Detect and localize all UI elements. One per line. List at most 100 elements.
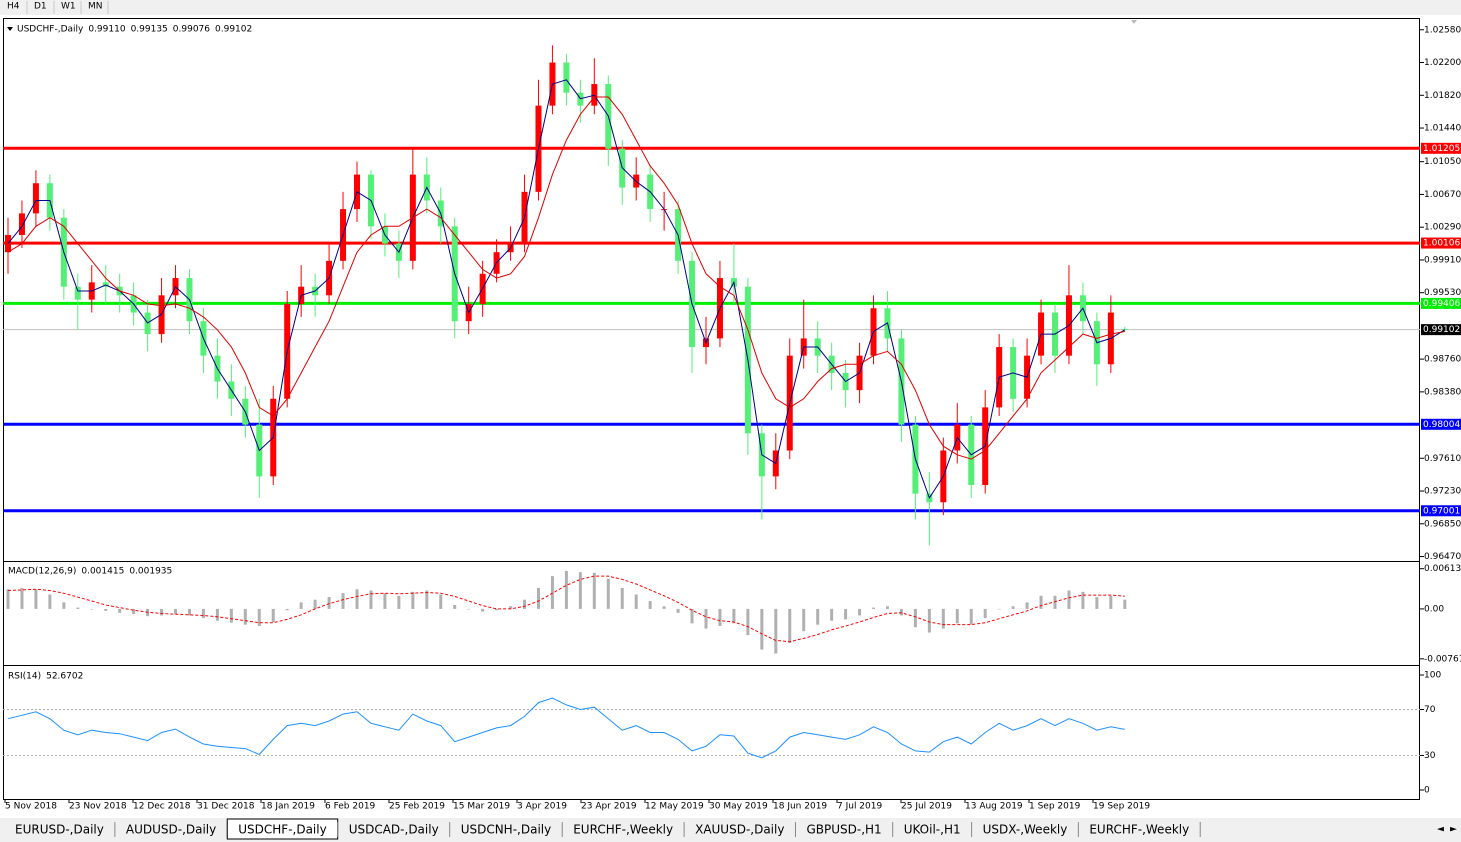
- symbol-tab[interactable]: USDCHF-,Daily: [238, 823, 326, 837]
- macd-bar: [34, 589, 38, 609]
- macd-bar: [215, 608, 219, 621]
- macd-bar: [6, 589, 10, 609]
- macd-bar: [20, 587, 24, 609]
- y-tick-label: 0.97610: [1424, 454, 1461, 464]
- symbol-tab[interactable]: GBPUSD-,H1: [806, 823, 881, 837]
- timeframe-button[interactable]: H4: [7, 2, 20, 12]
- symbol-tab[interactable]: AUDUSD-,Daily: [126, 823, 216, 837]
- macd-bar: [606, 578, 610, 609]
- macd-bar: [523, 599, 527, 609]
- symbol-tab[interactable]: USDCAD-,Daily: [349, 823, 439, 837]
- macd-bar: [774, 608, 778, 654]
- indicator-title: MACD(12,26,9): [8, 567, 76, 577]
- y-tick-label: 1.02200: [1424, 58, 1461, 68]
- macd-bar: [90, 608, 94, 610]
- timeframe-bar: [0, 0, 1461, 15]
- symbol-tab[interactable]: EURCHF-,Weekly: [573, 823, 673, 837]
- signal-line: [7, 575, 1125, 643]
- macd-bar: [439, 594, 443, 609]
- macd-bar: [830, 608, 834, 621]
- macd-bar: [411, 591, 415, 609]
- macd-bar: [732, 608, 736, 624]
- macd-bar: [620, 587, 624, 609]
- macd-bar: [788, 608, 792, 644]
- macd-bar: [1123, 599, 1127, 609]
- scroll-left[interactable]: ◄: [1437, 825, 1444, 835]
- macd-bar: [48, 594, 52, 609]
- x-tick-label: 30 May 2019: [709, 802, 768, 812]
- macd-bar: [132, 608, 136, 615]
- macd-bar: [564, 570, 568, 609]
- timeframe-button[interactable]: W1: [61, 2, 76, 12]
- ohlc-value: 0.99135: [131, 25, 168, 35]
- macd-bar: [746, 608, 750, 636]
- macd-bar: [1095, 597, 1099, 609]
- y-tick-label: 0.98380: [1424, 387, 1461, 397]
- x-tick-label: 15 Mar 2019: [453, 802, 510, 812]
- macd-bar: [369, 590, 373, 609]
- macd-bar: [899, 608, 903, 616]
- y-tick-label: 1.01050: [1424, 157, 1461, 167]
- macd-bar: [1081, 591, 1085, 609]
- macd-bar: [844, 608, 848, 620]
- macd-bar: [257, 608, 261, 626]
- macd-bar: [1053, 595, 1057, 609]
- candle-body: [18, 213, 25, 235]
- macd-bar: [453, 604, 457, 609]
- level-price-box: [1421, 418, 1461, 430]
- macd-bar: [550, 576, 554, 609]
- symbol-title: USDCHF-,Daily: [17, 25, 84, 35]
- macd-bar: [160, 608, 164, 616]
- y-tick-label: 1.02580: [1424, 25, 1461, 35]
- x-tick-label: 12 Dec 2018: [133, 802, 191, 812]
- y-tick-label: 0.00613: [1424, 564, 1461, 574]
- macd-bar: [662, 606, 666, 609]
- x-tick-label: 13 Aug 2019: [965, 802, 1023, 812]
- macd-bar: [327, 597, 331, 609]
- macd-bar: [997, 608, 1001, 610]
- symbol-tab[interactable]: USDCNH-,Daily: [461, 823, 552, 837]
- macd-bar: [1109, 595, 1113, 609]
- y-tick-label: 0: [1424, 785, 1430, 795]
- x-tick-label: 25 Jul 2019: [901, 802, 952, 812]
- macd-bar: [425, 590, 429, 609]
- macd-bar: [201, 608, 205, 619]
- symbol-tab[interactable]: EURCHF-,Weekly: [1089, 823, 1189, 837]
- symbol-tab[interactable]: XAUUSD-,Daily: [695, 823, 784, 837]
- macd-bar: [592, 572, 596, 609]
- macd-bar: [941, 608, 945, 629]
- macd-bar: [578, 572, 582, 609]
- symbol-tab[interactable]: EURUSD-,Daily: [15, 823, 104, 837]
- x-tick-label: 31 Dec 2018: [197, 802, 255, 812]
- macd-bar: [229, 608, 233, 623]
- y-tick-label: -0.007612: [1424, 654, 1461, 664]
- indicator-value: 52.6702: [46, 672, 83, 682]
- symbol-tab[interactable]: USDX-,Weekly: [983, 823, 1068, 837]
- timeframe-button[interactable]: D1: [34, 2, 47, 12]
- macd-bar: [718, 608, 722, 626]
- macd-bar: [174, 608, 178, 615]
- x-tick-label: 23 Apr 2019: [581, 802, 637, 812]
- x-tick-label: 23 Nov 2018: [69, 802, 127, 812]
- y-tick-label: 0.98760: [1424, 355, 1461, 365]
- scroll-right[interactable]: ►: [1450, 825, 1457, 835]
- level-price-box: [1421, 297, 1461, 309]
- chart-shift-marker: [1131, 20, 1137, 24]
- macd-bar: [885, 606, 889, 609]
- macd-bar: [1039, 595, 1043, 609]
- candle-body: [563, 62, 570, 93]
- level-price-label: 0.97001: [1423, 506, 1460, 516]
- y-tick-label: 0.96850: [1424, 519, 1461, 529]
- candle-body: [32, 183, 39, 214]
- y-tick-label: 1.01820: [1424, 91, 1461, 101]
- x-tick-label: 7 Jul 2019: [837, 802, 882, 812]
- y-tick-label: 30: [1424, 751, 1436, 761]
- macd-bar: [187, 608, 191, 616]
- macd-bar: [76, 607, 80, 609]
- timeframe-button[interactable]: MN: [88, 2, 103, 12]
- symbol-tab[interactable]: UKOil-,H1: [904, 823, 961, 837]
- macd-bar: [536, 587, 540, 609]
- level-price-box: [1421, 505, 1461, 517]
- level-price-box: [1421, 237, 1461, 249]
